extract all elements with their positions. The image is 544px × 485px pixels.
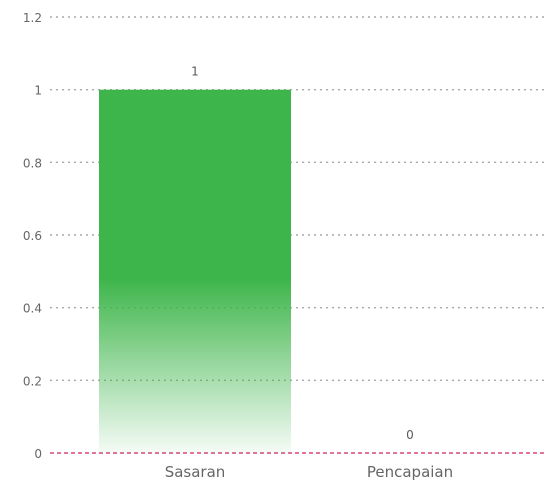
x-axis-ticks: Sasaran Pencapaian [165, 463, 453, 481]
data-labels: 10 [191, 65, 414, 442]
y-tick-label: 0.6 [23, 229, 42, 243]
y-tick-label: 0 [34, 447, 42, 461]
bar-sasaran[interactable] [99, 89, 291, 454]
y-tick-label: 0.8 [23, 156, 42, 170]
y-tick-label: 1.2 [23, 11, 42, 25]
y-tick-label: 0.4 [23, 302, 42, 316]
x-tick-label: Pencapaian [367, 463, 453, 481]
x-tick-label: Sasaran [165, 463, 226, 481]
bars [99, 89, 291, 454]
y-axis-ticks: 0 0.2 0.4 0.6 0.8 1 1.2 [23, 11, 42, 461]
data-label: 0 [406, 428, 414, 442]
data-label: 1 [191, 65, 199, 79]
gridlines [50, 16, 544, 454]
y-tick-label: 1 [34, 84, 42, 98]
y-tick-label: 0.2 [23, 374, 42, 388]
